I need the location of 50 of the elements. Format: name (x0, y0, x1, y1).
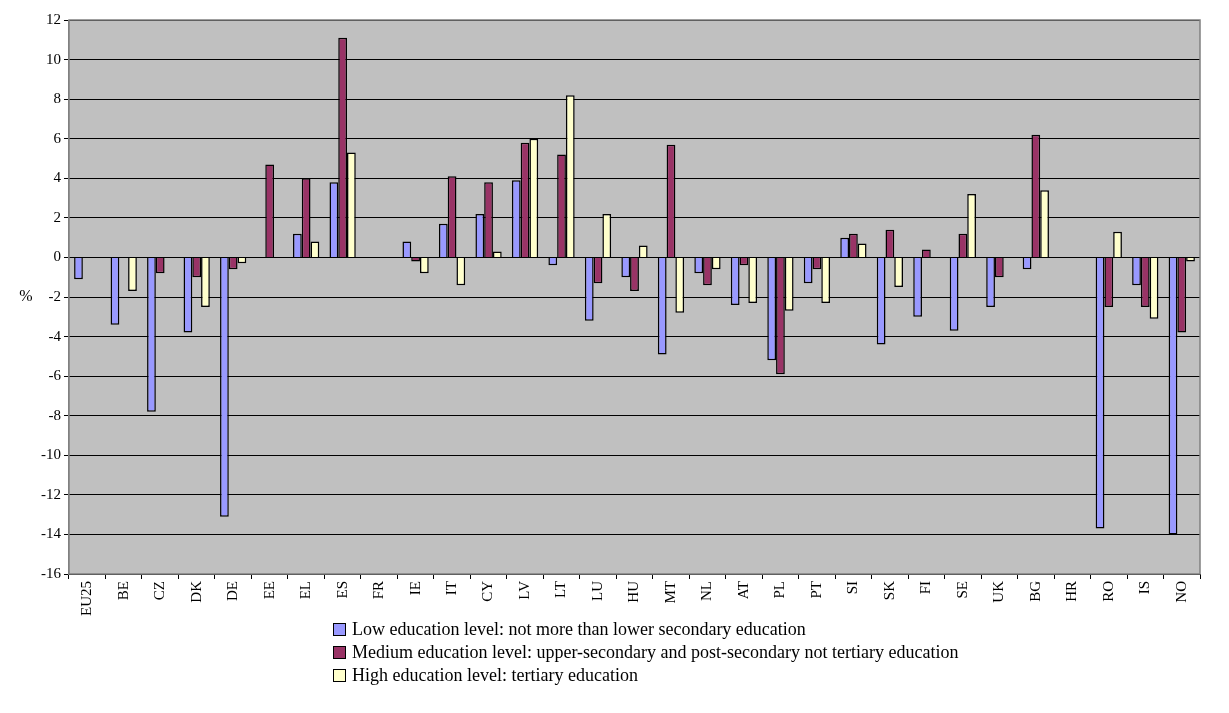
y-axis-title: % (19, 287, 33, 305)
y-tick-label: -4 (48, 327, 62, 344)
y-tick-label: 8 (53, 90, 61, 107)
x-tick-label: BG (1026, 580, 1043, 602)
y-tick-label: -2 (48, 287, 61, 304)
x-tick-label: EL (297, 581, 314, 600)
x-tick-label: NL (698, 581, 715, 601)
x-tick-label: NO (1172, 580, 1189, 603)
x-tick-label: PT (807, 581, 824, 599)
x-tick-label: RO (1099, 580, 1116, 602)
legend-label: Medium education level: upper-secondary and post-secondary not tertiary education (352, 641, 959, 664)
legend-label: High education level: tertiary education (352, 664, 638, 687)
x-tick-label: CZ (151, 581, 168, 601)
x-tick-label: EU25 (78, 581, 95, 616)
y-tick-label: 6 (53, 129, 62, 146)
x-tick-label: DE (224, 581, 241, 601)
x-tick-label: SE (953, 581, 970, 599)
x-tick-label: EE (260, 581, 277, 600)
x-tick-label: PL (771, 581, 788, 599)
x-tick-label: SI (844, 581, 861, 595)
x-tick-label: HR (1063, 581, 1080, 602)
y-tick-label: 0 (53, 248, 61, 265)
x-tick-label: AT (734, 581, 751, 600)
x-tick-label: FR (370, 581, 387, 600)
y-tick-label: 2 (53, 208, 61, 225)
x-tick-label: BE (114, 581, 131, 601)
y-tick-label: -12 (41, 485, 61, 502)
x-tick-label: HU (625, 580, 642, 603)
x-tick-label: DK (187, 580, 204, 603)
y-tick-label: 10 (46, 50, 61, 67)
x-tick-label: LT (552, 581, 569, 598)
y-tick-label: -8 (48, 406, 61, 423)
legend-label: Low education level: not more than lower secondary education (352, 618, 806, 641)
x-tick-label: IS (1136, 581, 1153, 595)
y-tick-label: -16 (41, 564, 62, 581)
x-tick-label: LV (515, 580, 532, 600)
x-tick-label: SK (880, 580, 897, 601)
x-tick-label: CY (479, 580, 496, 602)
x-tick-label: IE (406, 581, 423, 596)
y-tick-label: 4 (53, 169, 62, 186)
x-tick-label: FI (917, 581, 934, 595)
y-tick-label: 12 (46, 10, 61, 27)
x-tick-label: UK (990, 580, 1007, 603)
x-tick-label: LU (588, 580, 605, 601)
y-tick-label: -10 (41, 446, 61, 463)
x-tick-label: ES (333, 581, 350, 599)
y-tick-label: -14 (41, 525, 62, 542)
x-tick-label: IT (443, 581, 460, 596)
y-tick-label: -6 (48, 367, 62, 384)
x-tick-label: MT (661, 581, 678, 604)
